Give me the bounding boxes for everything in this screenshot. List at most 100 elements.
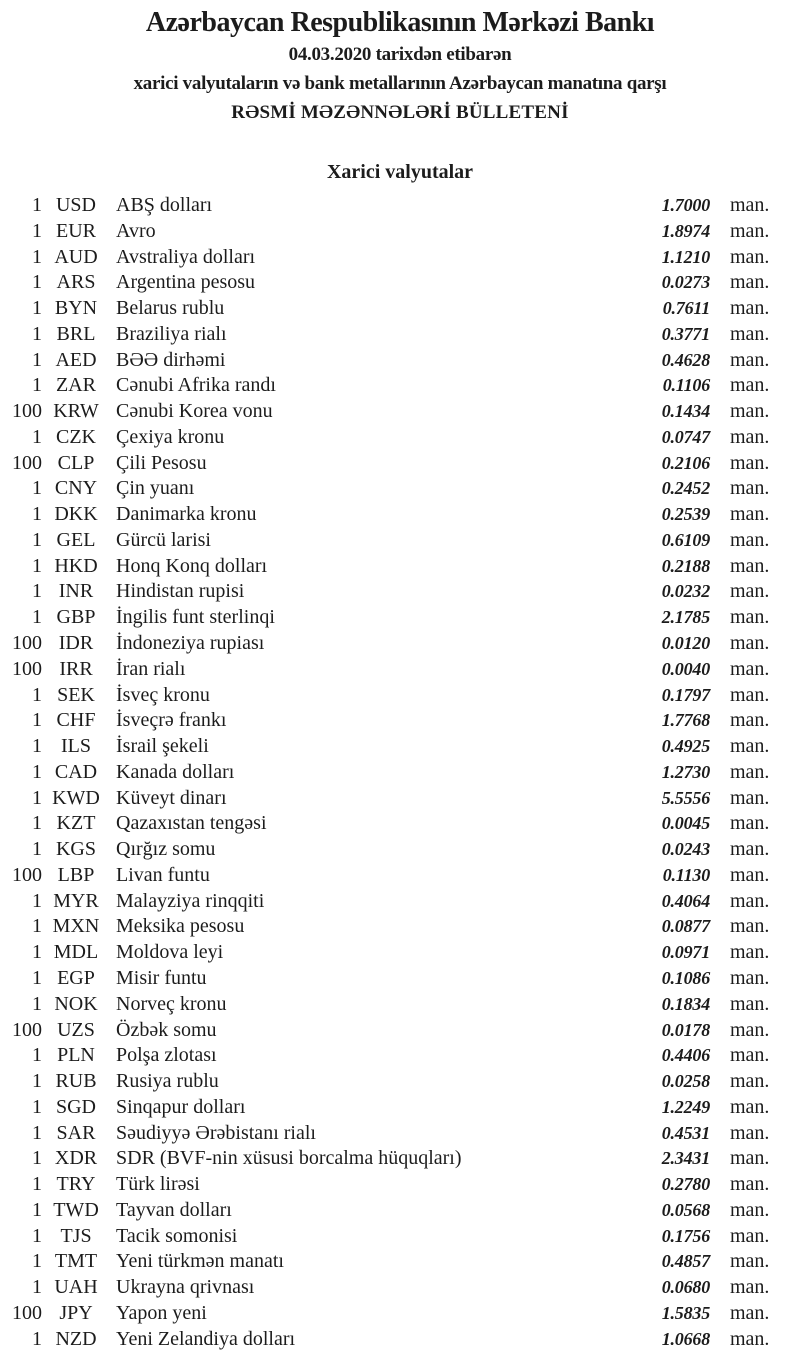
- row-currency-name: Danimarka kronu: [116, 503, 257, 526]
- table-row: 1 TMT Yeni türkmən manatı 0.4857 man.: [0, 1249, 778, 1275]
- row-quantity: 1: [32, 992, 42, 1015]
- row-currency-name: Avro: [116, 219, 156, 242]
- row-currency-code: HKD: [54, 554, 98, 577]
- row-rate-value: 0.2452: [661, 478, 711, 499]
- table-row: 1 CHF İsveçrə frankı 1.7768 man.: [0, 708, 778, 734]
- document-header: Azərbaycan Respublikasının Mərkəzi Bankı…: [0, 0, 800, 127]
- row-currency-name: Braziliya rialı: [116, 322, 227, 345]
- row-rate-value: 2.1785: [661, 607, 711, 628]
- row-quantity: 1: [32, 735, 42, 758]
- row-unit-label: man.: [730, 1173, 770, 1196]
- row-rate-value: 0.4406: [661, 1045, 711, 1066]
- row-unit-label: man.: [730, 786, 770, 809]
- row-currency-name: Türk lirəsi: [116, 1173, 200, 1196]
- row-unit-label: man.: [730, 1301, 770, 1324]
- row-unit-label: man.: [730, 709, 770, 732]
- row-currency-name: Avstraliya dolları: [116, 245, 256, 268]
- row-currency-name: Norveç kronu: [116, 992, 227, 1015]
- row-currency-code: GEL: [56, 528, 96, 551]
- row-currency-code: AUD: [54, 245, 98, 268]
- row-currency-name: Livan funtu: [116, 863, 210, 886]
- table-row: 1 SAR Səudiyyə Ərəbistanı rialı 0.4531 m…: [0, 1121, 778, 1147]
- bulletin-title: RƏSMİ MƏZƏNNƏLƏRİ BÜLLETENİ: [231, 102, 569, 123]
- row-rate-value: 0.0120: [661, 633, 711, 654]
- table-row: 100 LBP Livan funtu 0.1130 man.: [0, 863, 778, 889]
- row-quantity: 1: [32, 1276, 42, 1299]
- row-rate-value: 1.2730: [661, 761, 711, 782]
- table-row: 1 TRY Türk lirəsi 0.2780 man.: [0, 1172, 778, 1198]
- row-rate-value: 1.7000: [661, 195, 711, 215]
- row-quantity: 1: [32, 194, 42, 216]
- row-unit-label: man.: [730, 1044, 770, 1067]
- row-currency-code: CNY: [54, 477, 98, 500]
- row-quantity: 1: [32, 709, 42, 732]
- row-quantity: 1: [32, 1327, 42, 1350]
- row-currency-name: İsveçrə frankı: [116, 709, 227, 732]
- row-unit-label: man.: [730, 915, 770, 938]
- table-row: 1 CAD Kanada dolları 1.2730 man.: [0, 760, 778, 786]
- row-quantity: 1: [32, 1147, 42, 1170]
- row-unit-label: man.: [730, 1276, 770, 1299]
- row-quantity: 1: [32, 554, 42, 577]
- row-currency-name: Qazaxıstan tengəsi: [116, 812, 267, 835]
- table-row: 1 UAH Ukrayna qrivnası 0.0680 man.: [0, 1275, 778, 1301]
- row-currency-name: Yeni türkmən manatı: [116, 1250, 284, 1273]
- row-unit-label: man.: [730, 992, 770, 1015]
- row-rate-value: 0.1130: [662, 864, 711, 885]
- row-rate-value: 0.4857: [661, 1251, 711, 1272]
- table-row: 1 EUR Avro 1.8974 man.: [0, 219, 778, 245]
- row-unit-label: man.: [730, 477, 770, 500]
- table-row: 100 JPY Yapon yeni 1.5835 man.: [0, 1301, 778, 1327]
- row-unit-label: man.: [730, 1327, 770, 1350]
- row-currency-name: Ukrayna qrivnası: [116, 1276, 255, 1299]
- row-unit-label: man.: [730, 1121, 770, 1144]
- row-currency-name: Çin yuanı: [116, 477, 195, 500]
- row-currency-name: Rusiya rublu: [116, 1070, 219, 1093]
- row-currency-code: MYR: [53, 889, 99, 912]
- row-currency-code: UAH: [54, 1276, 98, 1299]
- row-currency-code: MDL: [53, 941, 99, 964]
- row-rate-value: 0.7611: [662, 298, 711, 319]
- row-quantity: 1: [32, 1095, 42, 1118]
- row-currency-code: IRR: [59, 657, 93, 680]
- row-currency-code: UZS: [57, 1018, 95, 1041]
- row-unit-label: man.: [730, 838, 770, 861]
- row-quantity: 1: [32, 606, 42, 629]
- table-row: 1 XDR SDR (BVF-nin xüsusi borcalma hüquq…: [0, 1146, 778, 1172]
- row-rate-value: 0.0045: [661, 813, 711, 834]
- row-rate-value: 0.4925: [661, 736, 711, 757]
- row-currency-name: İran rialı: [116, 657, 186, 680]
- table-row: 1 GEL Gürcü larisi 0.6109 man.: [0, 528, 778, 554]
- row-unit-label: man.: [730, 1147, 770, 1170]
- row-unit-label: man.: [730, 632, 770, 655]
- row-quantity: 1: [32, 760, 42, 783]
- row-currency-code: LBP: [57, 863, 95, 886]
- rates-table: 1 USD ABŞ dolları 1.7000 man. 1 EUR Avro…: [0, 193, 800, 1352]
- row-rate-value: 1.1210: [661, 246, 711, 267]
- row-currency-code: NZD: [55, 1327, 97, 1350]
- row-unit-label: man.: [730, 297, 770, 320]
- row-currency-code: AED: [55, 348, 97, 371]
- table-row: 1 ARS Argentina pesosu 0.0273 man.: [0, 270, 778, 296]
- row-unit-label: man.: [730, 812, 770, 835]
- row-currency-code: CAD: [54, 760, 98, 783]
- row-rate-value: 0.2780: [661, 1174, 711, 1195]
- row-currency-name: ABŞ dolları: [116, 194, 213, 216]
- row-unit-label: man.: [730, 941, 770, 964]
- row-currency-name: Meksika pesosu: [116, 915, 245, 938]
- row-unit-label: man.: [730, 606, 770, 629]
- row-quantity: 1: [32, 245, 42, 268]
- table-row: 100 CLP Çili Pesosu 0.2106 man.: [0, 451, 778, 477]
- row-rate-value: 0.1797: [661, 684, 711, 705]
- table-row: 100 KRW Cənubi Korea vonu 0.1434 man.: [0, 399, 778, 425]
- row-currency-name: Tayvan dolları: [116, 1198, 232, 1221]
- table-row: 1 MXN Meksika pesosu 0.0877 man.: [0, 914, 778, 940]
- row-quantity: 100: [12, 451, 42, 474]
- table-row: 1 RUB Rusiya rublu 0.0258 man.: [0, 1069, 778, 1095]
- row-quantity: 1: [32, 503, 42, 526]
- row-unit-label: man.: [730, 451, 770, 474]
- row-rate-value: 0.4531: [661, 1122, 711, 1143]
- row-currency-code: SGD: [55, 1095, 96, 1118]
- row-unit-label: man.: [730, 322, 770, 345]
- table-row: 1 KWD Küveyt dinarı 5.5556 man.: [0, 786, 778, 812]
